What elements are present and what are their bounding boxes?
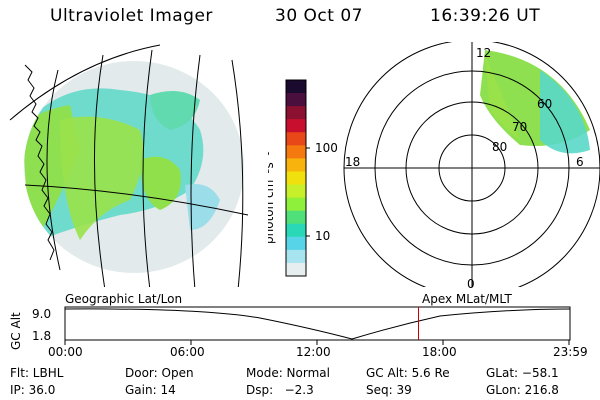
- timeline-ticks: [64, 340, 570, 345]
- status-ip: IP: 36.0: [10, 383, 56, 397]
- coastline: [24, 64, 55, 261]
- color-bar-band: [286, 262, 306, 277]
- status-glat: GLat: −58.1: [486, 366, 559, 380]
- xtick-label: 18:00: [422, 345, 457, 359]
- color-bar-band: [286, 184, 306, 199]
- color-bar-band: [286, 249, 306, 264]
- header-date: 30 Oct 07: [275, 6, 363, 26]
- mlt-label-6: 6: [576, 155, 584, 169]
- lat-label-80: 80: [492, 140, 508, 154]
- color-bar-band: [286, 145, 306, 159]
- ytick-label: 1.8: [32, 329, 51, 343]
- status-door: Door: Open: [125, 366, 194, 380]
- color-bar-band: [286, 119, 306, 133]
- color-bar-band: [286, 210, 306, 225]
- timeline-ylabel: GC Alt: [9, 312, 23, 350]
- color-bar-scale: [286, 80, 306, 277]
- mlt-label-12: 12: [476, 46, 492, 60]
- geographic-label: Geographic Lat/Lon: [65, 292, 183, 306]
- color-bar-tick-label: 100: [315, 141, 338, 155]
- xtick-label: 23:59: [553, 345, 588, 359]
- status-gain: Gain: 14: [125, 383, 176, 397]
- color-bar-tick-label: 10: [315, 229, 331, 243]
- color-bar-band: [286, 132, 306, 146]
- xtick-label: 00:00: [48, 345, 83, 359]
- status-gc-alt: GC Alt: 5.6 Re: [366, 366, 450, 380]
- app-title: Ultraviolet Imager: [50, 6, 213, 26]
- header-time: 16:39:26 UT: [430, 6, 541, 26]
- mlt-label-0: 0: [467, 277, 475, 291]
- status-mode: Mode: Normal: [246, 366, 330, 380]
- mlt-label-18: 18: [345, 155, 361, 169]
- xtick-label: 06:00: [170, 345, 205, 359]
- polar-plot: [343, 42, 600, 287]
- lat-label-60: 60: [537, 97, 553, 111]
- lat-lon-grid: [9, 44, 249, 287]
- ytick-label: 9.0: [32, 307, 51, 321]
- geographic-image: [9, 44, 249, 287]
- color-bar-band: [286, 171, 306, 186]
- color-bar-band: [286, 80, 306, 94]
- xtick-label: 12:00: [296, 345, 331, 359]
- color-bar-label: photon cm⁻²s⁻¹: [268, 151, 276, 244]
- color-bar-band: [286, 223, 306, 238]
- apex-label: Apex MLat/MLT: [422, 292, 512, 306]
- color-bar-band: [286, 106, 306, 120]
- color-bar-frame: [285, 79, 307, 277]
- aurora-emission: [24, 88, 220, 250]
- status-seq: Seq: 39: [366, 383, 412, 397]
- status-glon: GLon: 216.8: [486, 383, 559, 397]
- status-filter: Flt: LBHL: [10, 366, 64, 380]
- color-bar-band: [286, 158, 306, 172]
- aurora-oval: [480, 50, 590, 154]
- altitude-timeline: GC Alt 9.0 1.8: [9, 306, 571, 350]
- color-bar-band: [286, 197, 306, 212]
- color-bar: photon cm⁻²s⁻¹: [268, 79, 310, 277]
- color-bar-band: [286, 236, 306, 251]
- lat-label-70: 70: [512, 120, 528, 134]
- altitude-curve: [64, 308, 571, 340]
- status-dsp: Dsp: −2.3: [246, 383, 314, 397]
- color-bar-band: [286, 93, 306, 107]
